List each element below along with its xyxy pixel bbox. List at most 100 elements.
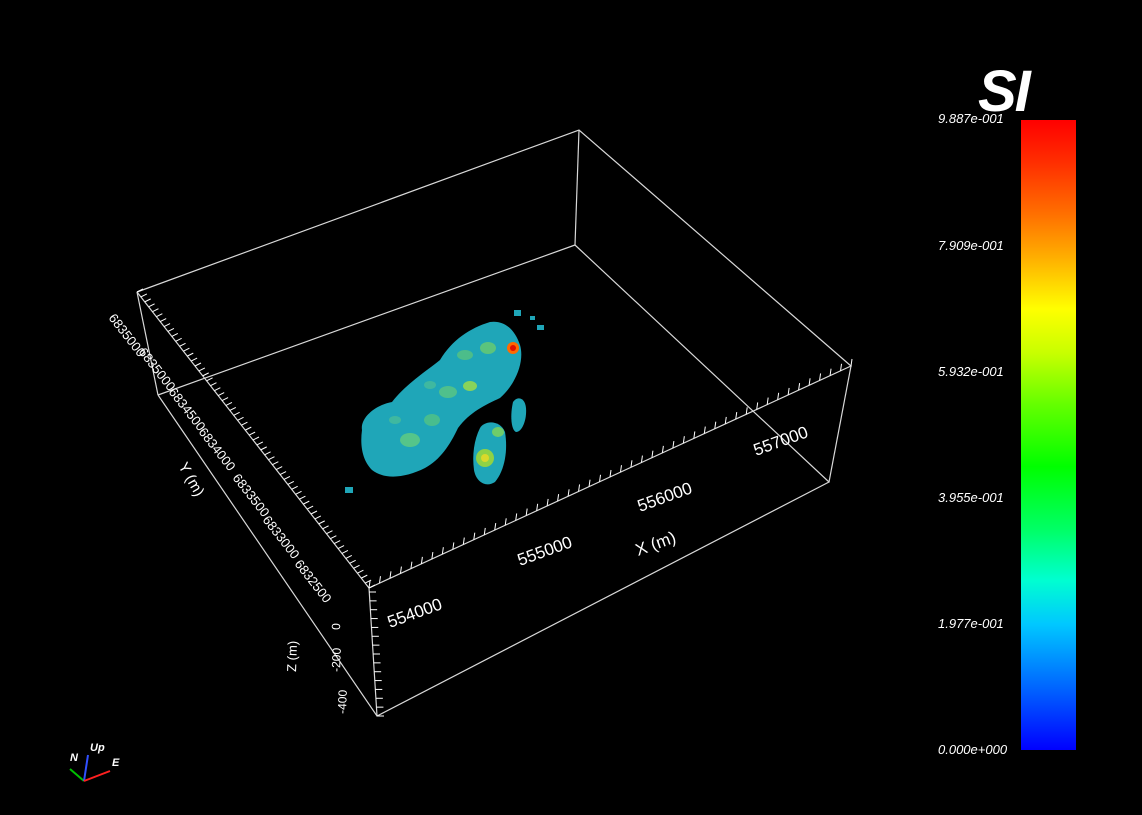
axis-tick xyxy=(283,476,291,480)
y-axis-title: Y (m) xyxy=(175,460,208,500)
colorbar-label: 9.887e-001 xyxy=(938,111,1004,126)
axis-tick xyxy=(256,441,264,446)
colorbar-label: 7.909e-001 xyxy=(938,238,1004,253)
axis-tick xyxy=(225,402,233,406)
axis-tick xyxy=(693,431,696,439)
axis-tick xyxy=(214,387,221,392)
axis-tick xyxy=(187,352,194,357)
axis-tick xyxy=(504,518,507,526)
axis-tick xyxy=(299,495,306,500)
axis-tick xyxy=(152,308,159,313)
z-tick-label: -200 xyxy=(329,647,344,672)
axis-tick xyxy=(672,440,675,449)
axis-tick xyxy=(378,576,381,584)
axis-tick xyxy=(341,550,349,554)
axis-tick xyxy=(171,332,179,337)
axis-tick xyxy=(515,513,518,521)
axis-tick xyxy=(536,503,539,511)
axis-tick xyxy=(206,377,213,382)
axis-tick xyxy=(756,402,759,410)
y-axis-labels: 6835000 6835000 6834500 6834000 6833500 … xyxy=(106,311,335,606)
axis-tick xyxy=(399,566,402,574)
axis-tick xyxy=(829,368,832,376)
axis-tick xyxy=(567,489,570,497)
z-axis-title: Z (m) xyxy=(284,641,300,673)
axis-tick xyxy=(546,498,549,507)
susceptibility-body xyxy=(345,310,544,493)
axis-tick xyxy=(136,288,144,293)
colorbar-label: 3.955e-001 xyxy=(938,490,1004,505)
z-axis-labels: 0 -200 -400 Z (m) xyxy=(284,623,350,714)
y-axis-ticks xyxy=(136,288,376,589)
axis-tick xyxy=(850,358,853,367)
axis-tick xyxy=(578,484,581,492)
axis-tick xyxy=(349,559,356,564)
axis-tick xyxy=(202,372,209,377)
colorbar-title: SI xyxy=(978,59,1031,124)
axis-tick xyxy=(333,540,341,545)
compass-north: N xyxy=(70,752,79,764)
axis-tick xyxy=(306,505,314,510)
axis-tick xyxy=(798,383,801,391)
compass-up: Up xyxy=(90,742,105,754)
axis-tick xyxy=(808,378,811,386)
y-tick-label: 6834500 xyxy=(166,385,209,434)
axis-tick xyxy=(787,387,790,396)
axis-tick xyxy=(368,584,376,589)
axis-tick xyxy=(473,532,476,540)
axis-tick xyxy=(609,469,612,478)
axis-tick xyxy=(252,436,260,441)
axis-tick xyxy=(268,456,275,461)
orientation-compass-icon: N Up E xyxy=(69,742,120,782)
axis-tick xyxy=(368,580,371,589)
axis-tick xyxy=(210,382,217,387)
axis-tick xyxy=(651,450,654,458)
axis-tick xyxy=(260,446,267,451)
x-axis-labels: 554000 555000 556000 557000 X (m) xyxy=(385,423,811,632)
axis-tick xyxy=(557,494,560,502)
axis-tick xyxy=(840,363,843,371)
axis-tick xyxy=(326,530,333,535)
axis-tick xyxy=(661,445,664,453)
axis-tick xyxy=(183,347,190,352)
axis-tick xyxy=(159,318,167,323)
axis-tick xyxy=(483,527,486,535)
axis-tick xyxy=(345,554,353,559)
axis-tick xyxy=(179,342,186,347)
axis-tick xyxy=(364,579,372,584)
axis-tick xyxy=(745,407,748,415)
axis-tick xyxy=(295,490,302,495)
axis-tick xyxy=(441,547,444,555)
axis-tick xyxy=(241,421,248,426)
axis-tick xyxy=(264,451,271,456)
axis-tick xyxy=(167,328,175,332)
axis-tick xyxy=(287,480,295,485)
axis-tick xyxy=(703,426,706,434)
z-tick-label: 0 xyxy=(329,623,343,630)
axis-tick xyxy=(291,485,298,490)
axis-tick xyxy=(275,466,283,471)
axis-tick xyxy=(245,426,252,431)
axis-tick xyxy=(452,542,455,550)
z-tick-label: -400 xyxy=(335,689,350,714)
x-tick-label: 555000 xyxy=(515,533,575,570)
x-axis-ticks xyxy=(368,358,853,589)
axis-tick xyxy=(389,571,392,579)
y-tick-label: 6835000 xyxy=(136,345,179,394)
axis-tick xyxy=(724,416,727,424)
x-tick-label: 554000 xyxy=(385,595,445,632)
axis-tick xyxy=(619,465,622,473)
axis-tick xyxy=(217,392,225,397)
axis-tick xyxy=(272,461,279,466)
axis-tick xyxy=(310,510,318,515)
axis-tick xyxy=(190,357,198,362)
axis-tick xyxy=(462,537,465,545)
y-tick-label: 6832500 xyxy=(292,557,335,606)
axis-tick xyxy=(229,406,237,411)
axis-tick xyxy=(682,436,685,444)
axis-tick xyxy=(494,523,497,531)
axis-tick xyxy=(163,323,171,327)
axis-tick xyxy=(777,392,780,400)
axis-tick xyxy=(322,525,329,530)
